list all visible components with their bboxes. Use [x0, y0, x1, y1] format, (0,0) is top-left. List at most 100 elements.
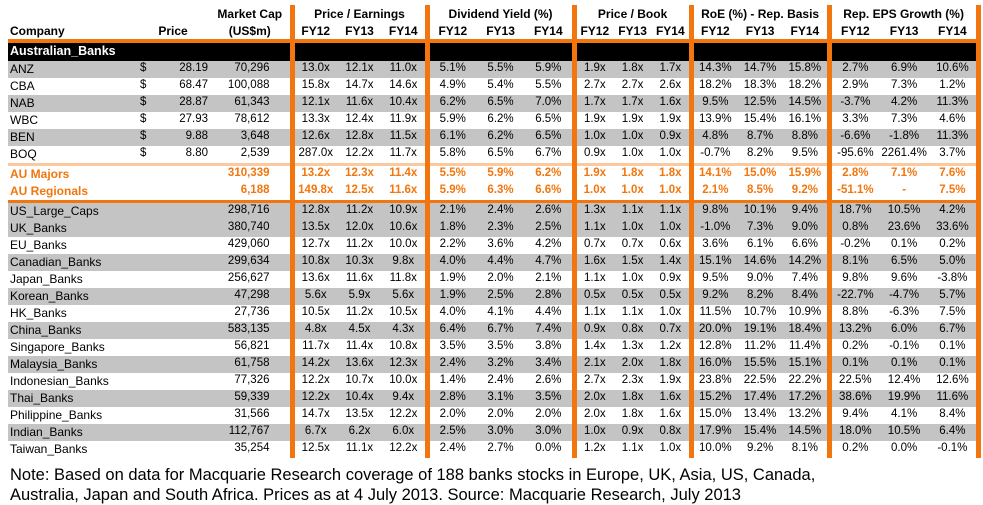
value-cell: 0.1% [929, 355, 981, 373]
value-cell: 0.1% [879, 355, 930, 373]
value-cell: 2.1% [535, 271, 562, 284]
fy-column-header: FY12 [826, 22, 880, 43]
price-cell [154, 237, 210, 254]
value-cell: 1.0x [659, 305, 682, 318]
value-cell: 0.2% [826, 338, 880, 356]
value-cell: 11.5x [382, 128, 428, 146]
value-cell: 7.5% [929, 182, 981, 203]
value-cell: 11.8x [389, 271, 417, 284]
company-name-cell: NAB [8, 94, 136, 112]
value-cell: 1.8x [613, 389, 653, 407]
table-row: Taiwan_Banks 35,254 12.5x 11.1x 12.2x 2.4% 2.7… [8, 440, 981, 458]
value-cell: 9.0% [783, 219, 830, 237]
value-cell: 9.8% [688, 201, 738, 220]
value-cell: 0.0% [891, 441, 918, 454]
value-cell: 3.2% [476, 355, 526, 373]
value-cell: 6.3% [476, 182, 526, 203]
price-cell [154, 373, 210, 390]
value-cell: 0.5x [613, 287, 653, 305]
value-cell: 12.0x [337, 219, 382, 237]
value-cell: 18.3% [743, 78, 777, 91]
value-cell: 0.2% [826, 440, 880, 458]
value-cell: 1.9% [424, 270, 477, 288]
fy-column-header: FY13 [737, 22, 784, 43]
price-cell [154, 219, 210, 237]
value-cell: 10.9% [788, 305, 822, 318]
value-cell: 9.5% [688, 94, 738, 112]
value-cell: 4.6% [929, 111, 981, 129]
value-cell: 5.0% [929, 253, 981, 271]
value-cell: 6.5% [535, 112, 562, 125]
value-cell: 12.4x [345, 112, 374, 125]
value-cell: 1.0x [613, 182, 653, 203]
value-cell: 2.4% [424, 440, 477, 458]
value-cell: 1.1x [571, 219, 614, 237]
company-name-cell: HK_Banks [10, 305, 67, 320]
value-cell: 10.0x [389, 237, 418, 250]
market-cap-cell: 2,539 [240, 146, 270, 159]
value-cell: 5.1% [424, 60, 477, 78]
value-cell: 5.7% [929, 287, 981, 305]
group-header: RoE (%) - Rep. Basis [688, 5, 830, 22]
value-cell: 15.1% [783, 355, 830, 373]
company-name-cell: Japan_Banks [10, 271, 83, 286]
value-cell: 0.8% [826, 219, 880, 237]
table-body: Australian_Banks ANZ $28.19 70,296 13.0x 12.1… [8, 41, 981, 458]
value-cell: 2.1x [571, 355, 614, 373]
value-cell: -1.0% [688, 219, 738, 237]
value-cell: 7.6% [929, 162, 981, 183]
value-cell: 9.4% [783, 201, 830, 220]
price-cell [154, 162, 210, 183]
value-cell: 7.3% [891, 78, 918, 91]
value-cell: 11.2x [337, 201, 382, 220]
value-cell: -22.7% [826, 287, 880, 305]
table-row: Philippine_Banks 31,566 14.7x 13.5x 12.2x 2.0… [8, 406, 981, 424]
price-cell: 68.47 [179, 78, 208, 91]
value-cell: 9.0% [746, 271, 774, 284]
company-name-cell: UK_Banks [8, 219, 136, 237]
value-cell: 4.1% [487, 305, 514, 318]
value-cell: 1.0x [659, 441, 682, 454]
table-row: HK_Banks 27,736 10.5x 11.2x 10.5x 4.0% 4.1% 4.4… [8, 304, 981, 322]
price-cell [154, 441, 210, 458]
value-cell: 3.0% [476, 423, 526, 441]
market-cap-cell: 6,188 [210, 182, 292, 203]
value-cell: 5.9% [424, 111, 477, 129]
value-cell: 14.2x [289, 355, 337, 373]
price-cell [154, 339, 210, 356]
value-cell: 1.8x [652, 162, 692, 183]
value-cell: 7.4% [791, 271, 818, 284]
price-cell [154, 271, 210, 288]
value-cell: 8.5% [737, 182, 784, 203]
value-cell: 16.1% [788, 112, 822, 125]
value-cell: 15.8% [783, 60, 830, 78]
value-cell: 6.2% [525, 162, 575, 183]
value-cell: 1.4% [424, 372, 477, 390]
value-cell: 12.1x [337, 60, 382, 78]
value-cell: 14.5% [783, 94, 830, 112]
value-cell: 0.7x [571, 236, 614, 254]
company-column-header: Company [8, 22, 136, 43]
value-cell: 1.8x [621, 407, 644, 420]
table-row: UK_Banks 380,740 13.5x 12.0x 10.6x 1.8% 2.3% 2.… [8, 219, 981, 237]
price-cell [154, 321, 210, 339]
value-cell: 2.0% [424, 406, 477, 424]
price-cell [154, 389, 210, 407]
currency-cell: $ [140, 78, 147, 91]
market-cap-cell: 35,254 [234, 441, 270, 454]
value-cell: 0.9x [613, 423, 653, 441]
value-cell: 15.1% [688, 253, 738, 271]
value-cell: 4.8x [289, 321, 337, 339]
value-cell: 13.4% [743, 407, 777, 420]
value-cell: 2.7x [571, 77, 614, 95]
currency-cell: $ [140, 146, 147, 159]
market-cap-cell: 27,736 [234, 305, 270, 318]
value-cell: 4.2% [535, 237, 562, 250]
market-cap-cell: 583,135 [210, 321, 292, 339]
value-cell: 149.8x [289, 182, 337, 203]
value-cell: 0.5x [652, 287, 692, 305]
value-cell: 1.8x [652, 355, 692, 373]
value-cell: 4.5x [337, 321, 382, 339]
value-cell: 2.4% [487, 373, 514, 386]
